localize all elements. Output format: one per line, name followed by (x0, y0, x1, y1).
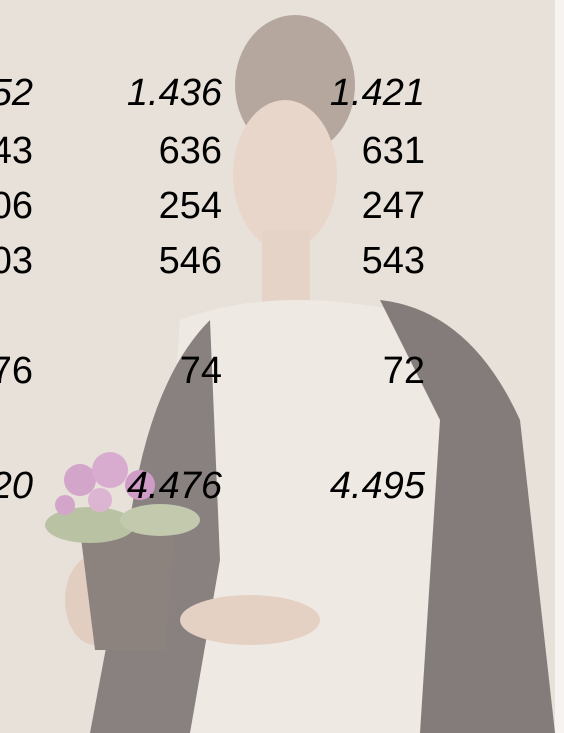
table-cell: 1.436 (127, 72, 223, 114)
table-cell: 72 (383, 350, 425, 392)
background-photo (0, 0, 564, 733)
table-cell: 4.476 (127, 465, 223, 507)
table-cell: 20 (0, 465, 33, 507)
table-cell: 636 (159, 130, 222, 172)
table-cell: 74 (180, 350, 222, 392)
table-cell: 06 (0, 185, 33, 227)
table-cell: 247 (362, 185, 425, 227)
page: 52 1.436 1.421 43 636 631 06 254 247 03 546 543 76 74… (0, 0, 564, 733)
table-cell: 43 (0, 130, 33, 172)
slide: 52 1.436 1.421 43 636 631 06 254 247 03 546 543 76 74… (0, 0, 564, 733)
table-cell: 03 (0, 240, 33, 282)
table-cell: 4.495 (330, 465, 426, 507)
table-cell: 546 (159, 240, 222, 282)
table-cell: 543 (362, 240, 425, 282)
table-cell: 52 (0, 72, 33, 114)
table-cell: 1.421 (330, 72, 425, 114)
table-cell: 631 (362, 130, 425, 172)
table-cell: 254 (159, 185, 222, 227)
table-cell: 76 (0, 350, 33, 392)
